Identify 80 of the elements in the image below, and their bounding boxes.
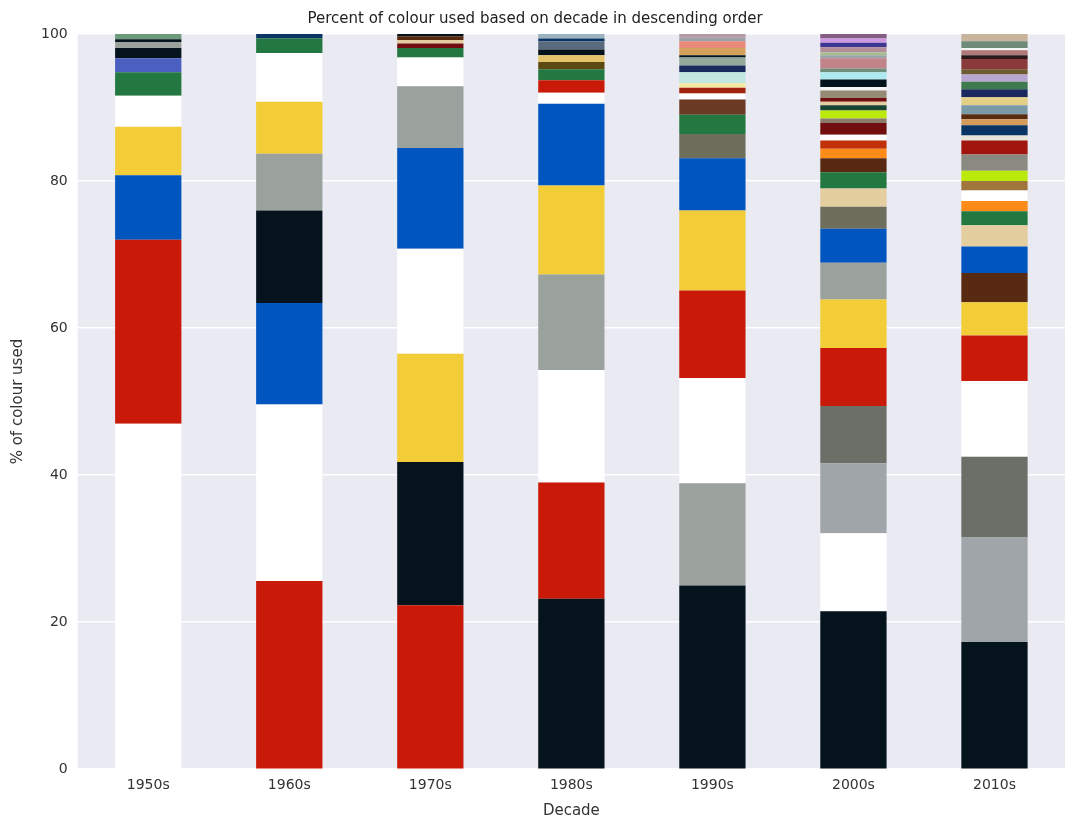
x-axis-title: Decade	[542, 800, 600, 819]
bar	[961, 381, 1028, 457]
y-tick-label: 60	[49, 318, 68, 335]
bar	[679, 34, 746, 38]
bar	[115, 58, 182, 73]
x-tick-label: 1980s	[549, 776, 593, 793]
bar	[538, 61, 605, 70]
y-tick-label: 100	[40, 24, 68, 41]
bar	[397, 47, 464, 58]
bar	[538, 55, 605, 62]
bar	[820, 463, 887, 534]
bar	[115, 34, 182, 40]
bar	[961, 537, 1028, 643]
bar	[820, 406, 887, 464]
bar	[820, 90, 887, 98]
bar	[679, 83, 746, 88]
bar	[538, 92, 605, 104]
bar	[961, 59, 1028, 70]
bar	[961, 642, 1028, 769]
chart-title: Percent of colour used based on decade in descending order	[307, 8, 764, 27]
bar	[820, 611, 887, 769]
bar	[961, 135, 1028, 141]
bar	[820, 38, 887, 43]
y-tick-label: 20	[49, 612, 68, 629]
bar	[961, 181, 1028, 191]
bar	[679, 72, 746, 84]
bar	[256, 303, 323, 405]
bar	[820, 140, 887, 149]
bar	[679, 41, 746, 48]
bar	[820, 105, 887, 111]
bar	[961, 140, 1028, 155]
y-axis-title: % of colour used	[7, 338, 26, 465]
x-tick-label: 1970s	[408, 776, 452, 793]
x-tick-label: 1960s	[267, 776, 311, 793]
bar	[538, 41, 605, 50]
y-tick-label: 80	[49, 171, 68, 188]
x-tick-label: 2000s	[831, 776, 875, 793]
bar	[820, 299, 887, 348]
bar	[256, 101, 323, 154]
bar	[961, 50, 1028, 56]
bar	[820, 47, 887, 53]
bar	[115, 42, 182, 48]
bar	[397, 39, 464, 44]
bar	[961, 41, 1028, 48]
bar	[961, 105, 1028, 115]
x-tick-label: 1950s	[126, 776, 170, 793]
bar	[679, 47, 746, 56]
bar	[961, 456, 1028, 538]
bar	[961, 81, 1028, 90]
bar	[961, 55, 1028, 59]
bar	[679, 114, 746, 134]
bar	[679, 585, 746, 769]
bar	[679, 99, 746, 115]
bar	[538, 598, 605, 769]
bar	[961, 69, 1028, 75]
bar	[961, 34, 1028, 42]
bar	[820, 118, 887, 123]
bar	[679, 87, 746, 94]
bar	[679, 57, 746, 66]
bar	[961, 302, 1028, 336]
bar	[820, 206, 887, 229]
bar	[538, 49, 605, 56]
bar	[820, 188, 887, 207]
x-tick-label: 1990s	[690, 776, 734, 793]
bar	[820, 34, 887, 39]
bar	[397, 57, 464, 87]
bar	[115, 175, 182, 240]
bar	[820, 58, 887, 69]
bar	[256, 38, 323, 54]
bar	[961, 97, 1028, 106]
bar	[256, 53, 323, 102]
y-tick-label: 0	[58, 759, 68, 776]
bar	[820, 72, 887, 80]
bar	[961, 119, 1028, 126]
bar	[538, 34, 605, 39]
x-tick-label: 2010s	[973, 776, 1016, 793]
bar	[820, 42, 887, 48]
bar	[961, 154, 1028, 171]
bar	[961, 74, 1028, 82]
y-tick-label: 40	[49, 465, 68, 482]
